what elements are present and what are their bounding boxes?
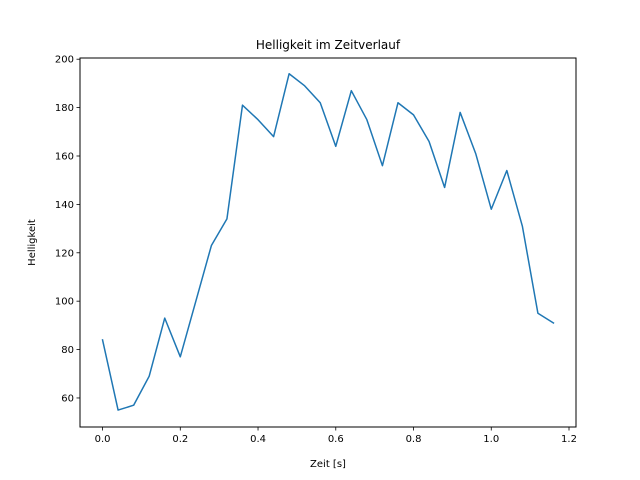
y-axis-label: Helligkeit	[27, 219, 38, 266]
y-tick-label: 140	[55, 200, 74, 211]
plot-area	[79, 57, 577, 428]
axes-frame	[79, 57, 577, 428]
x-tick-label: 1.2	[561, 434, 577, 445]
x-tick-label: 0.4	[250, 434, 266, 445]
x-axis-label: Zeit [s]	[310, 459, 346, 470]
chart-title: Helligkeit im Zeitverlauf	[256, 38, 401, 52]
x-tick-label: 0.0	[95, 434, 111, 445]
y-tick-label: 120	[55, 248, 74, 259]
y-tick-label: 60	[61, 393, 74, 404]
series-layer	[101, 72, 555, 411]
series-line-0	[101, 72, 555, 411]
x-tick-label: 0.6	[328, 434, 344, 445]
x-tick-label: 0.2	[172, 434, 188, 445]
y-axis-ticks: 60 80 100 120 140 160 180 200	[55, 55, 80, 404]
y-tick-label: 160	[55, 151, 74, 162]
x-tick-label: 0.8	[406, 434, 422, 445]
y-tick-label: 100	[55, 297, 74, 308]
y-tick-label: 200	[55, 55, 74, 66]
y-tick-label: 80	[61, 345, 74, 356]
x-axis-ticks: 0.0 0.2 0.4 0.6 0.8 1.0 1.2	[95, 427, 577, 445]
y-tick-label: 180	[55, 103, 74, 114]
x-tick-label: 1.0	[483, 434, 499, 445]
